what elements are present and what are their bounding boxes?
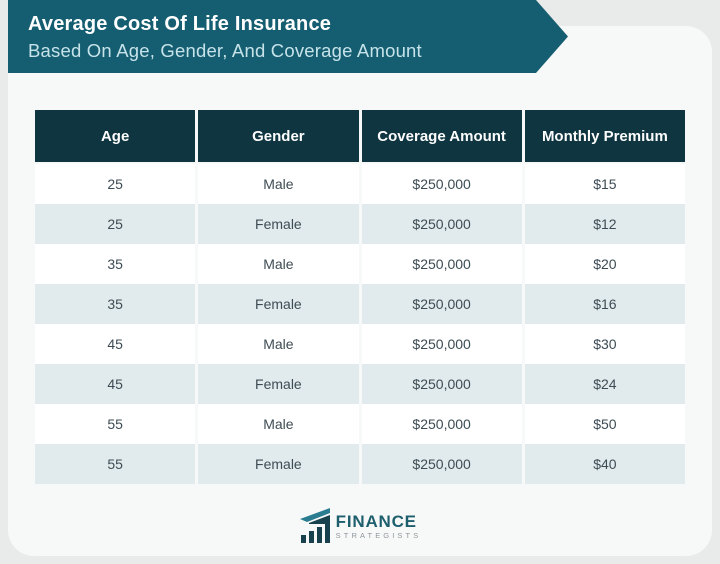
- table-cell: Female: [198, 284, 359, 324]
- table-cell: $250,000: [361, 324, 522, 364]
- table-cell: 55: [35, 404, 196, 444]
- table-header-row: Age Gender Coverage Amount Monthly Premium: [35, 110, 685, 162]
- finance-strategists-logo: FINANCE STRATEGISTS: [299, 507, 422, 545]
- table-cell: $24: [524, 364, 685, 404]
- table-cell: Male: [198, 324, 359, 364]
- table-cell: 55: [35, 444, 196, 484]
- header-ribbon: Average Cost Of Life Insurance Based On …: [8, 0, 568, 73]
- table-cell: 25: [35, 164, 196, 204]
- table-cell: $250,000: [361, 444, 522, 484]
- table-cell: $50: [524, 404, 685, 444]
- table-cell: 45: [35, 364, 196, 404]
- table-cell: Male: [198, 404, 359, 444]
- table-row: 25 Male $250,000 $15: [35, 164, 685, 204]
- table-row: 25 Female $250,000 $12: [35, 204, 685, 244]
- table-row: 35 Female $250,000 $16: [35, 284, 685, 324]
- table-cell: $16: [524, 284, 685, 324]
- table-cell: Male: [198, 244, 359, 284]
- column-header: Coverage Amount: [361, 110, 522, 162]
- table-cell: Male: [198, 164, 359, 204]
- table-cell: $15: [524, 164, 685, 204]
- table-cell: 45: [35, 324, 196, 364]
- table-cell: Female: [198, 444, 359, 484]
- brand-name-primary: FINANCE: [335, 511, 417, 531]
- table-cell: 35: [35, 244, 196, 284]
- table-cell: $30: [524, 324, 685, 364]
- table-cell: $12: [524, 204, 685, 244]
- table-cell: Female: [198, 204, 359, 244]
- brand-name-secondary: STRATEGISTS: [335, 530, 422, 540]
- table-row: 55 Male $250,000 $50: [35, 404, 685, 444]
- table-body: 25 Male $250,000 $15 25 Female $250,000 $12 35 Ma…: [35, 164, 685, 484]
- table-cell: $20: [524, 244, 685, 284]
- table-row: 55 Female $250,000 $40: [35, 444, 685, 484]
- table-cell: $250,000: [361, 364, 522, 404]
- table-row: 35 Male $250,000 $20: [35, 244, 685, 284]
- table-cell: $40: [524, 444, 685, 484]
- table-cell: 25: [35, 204, 196, 244]
- page-title: Average Cost Of Life Insurance: [28, 12, 332, 35]
- logo-wordmark: FINANCE STRATEGISTS: [336, 513, 422, 540]
- insurance-cost-table: Age Gender Coverage Amount Monthly Premium …: [35, 110, 685, 484]
- table-cell: $250,000: [361, 204, 522, 244]
- column-header: Gender: [198, 110, 359, 162]
- table-cell: $250,000: [361, 404, 522, 444]
- table-cell: 35: [35, 284, 196, 324]
- table-row: 45 Female $250,000 $24: [35, 364, 685, 404]
- table-cell: $250,000: [361, 164, 522, 204]
- table-cell: $250,000: [361, 244, 522, 284]
- footer: FINANCE STRATEGISTS: [0, 503, 720, 549]
- column-header: Monthly Premium: [524, 110, 685, 162]
- table-cell: Female: [198, 364, 359, 404]
- page-subtitle: Based On Age, Gender, And Coverage Amoun…: [28, 39, 422, 61]
- column-header: Age: [35, 110, 196, 162]
- bar-chart-flag-icon: [299, 508, 330, 543]
- table-cell: $250,000: [361, 284, 522, 324]
- table-row: 45 Male $250,000 $30: [35, 324, 685, 364]
